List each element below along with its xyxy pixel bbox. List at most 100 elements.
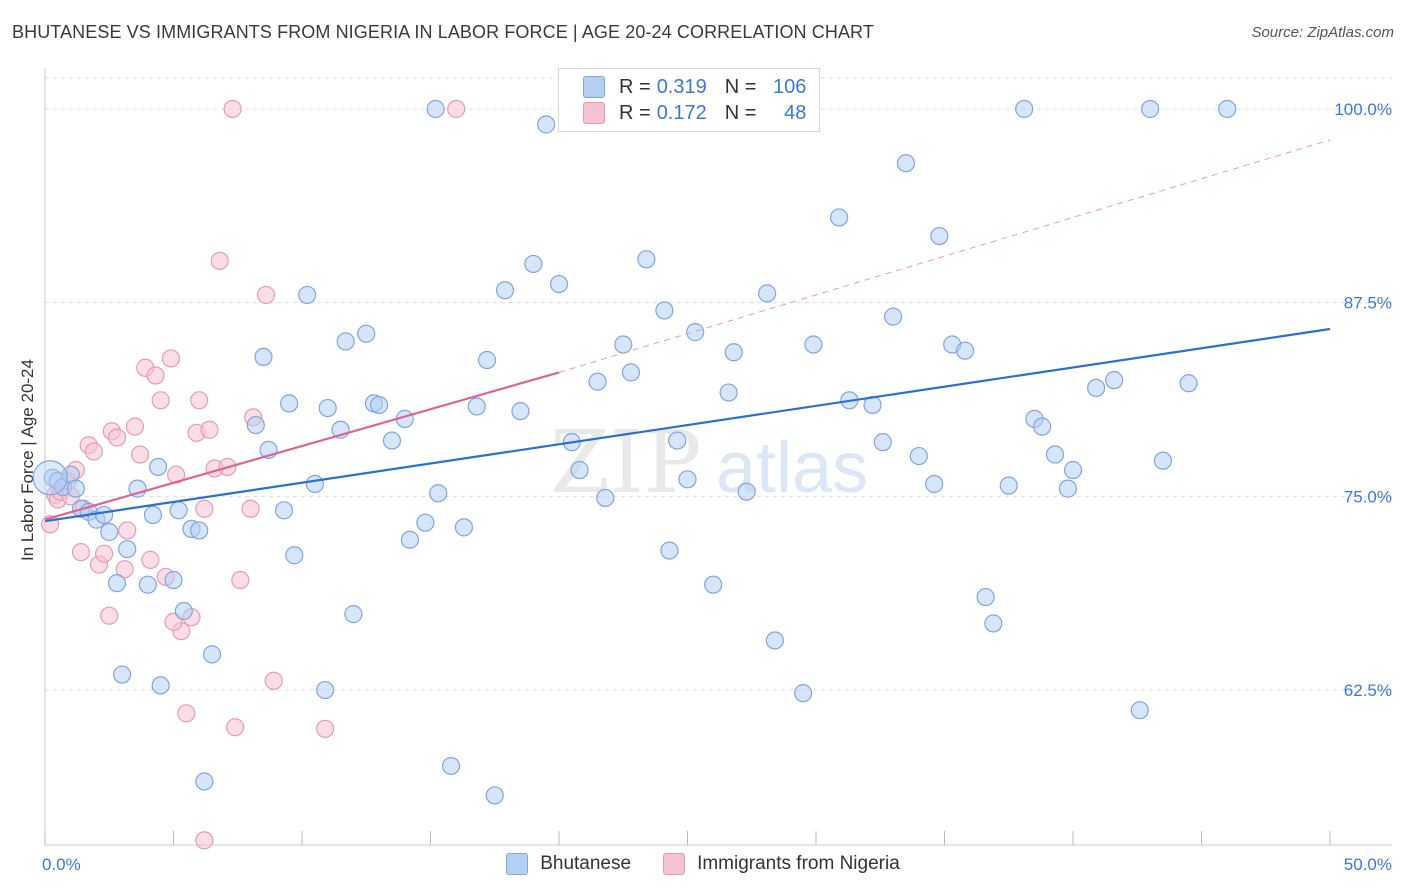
bhutanese-point [999, 476, 1018, 495]
nigeria-point [130, 445, 150, 464]
nigeria-point [71, 543, 91, 562]
bhutanese-point [316, 680, 335, 700]
bhutanese-point [100, 522, 119, 542]
correlation-legend: R = 0.319 N = 106 R = 0.172 N = 48 [558, 68, 820, 132]
nigeria-point [84, 442, 103, 461]
bhutanese-point [765, 631, 784, 650]
bhutanese-point [660, 541, 679, 560]
bhutanese-point [830, 208, 849, 227]
nigeria-point [115, 560, 134, 579]
bhutanese-point [719, 383, 738, 402]
bhutanese-point [925, 474, 944, 494]
bhutanese-point [318, 398, 337, 418]
tick-labels: 62.5% 75.0% 87.5% 100.0% 0.0% 50.0% [42, 100, 1392, 874]
bhutanese-point [429, 484, 448, 503]
bhutanese-point [174, 601, 193, 621]
bhutanese-point [737, 482, 756, 501]
bhutanese-point [118, 539, 137, 559]
series-legend: Bhutanese Immigrants from Nigeria [0, 853, 1406, 875]
bhutanese-point [454, 518, 474, 537]
bhutanese-point [298, 285, 317, 305]
legend-row-nigeria: R = 0.172 N = 48 [583, 102, 806, 124]
nigeria-point [264, 671, 283, 690]
bhutanese-point [596, 488, 615, 508]
legend-item-bhutanese[interactable]: Bhutanese [506, 853, 631, 875]
bhutanese-point [758, 284, 777, 303]
bhutanese-point [1153, 451, 1173, 470]
r-value: 0.319 [656, 75, 707, 98]
bhutanese-point [274, 501, 294, 520]
bhutanese-point [95, 505, 114, 525]
bhutanese-point [1063, 460, 1083, 480]
bhutanese-point [794, 684, 813, 703]
bhutanese-point [1130, 701, 1149, 720]
nigeria-points [41, 99, 466, 850]
bhutanese-point [588, 372, 607, 391]
nigeria-point [107, 428, 127, 447]
bhutanese-point [305, 474, 324, 494]
bhutanese-point [1015, 99, 1034, 119]
x-tick-label-max: 50.0% [1344, 855, 1392, 874]
nigeria-point [200, 420, 219, 439]
bhutanese-point [678, 470, 697, 489]
bhutanese-point [477, 350, 497, 370]
bhutanese-point [896, 154, 916, 173]
nigeria-point [223, 99, 242, 119]
nigeria-point [141, 550, 160, 569]
nigeria-point [118, 521, 137, 540]
bhutanese-point [883, 307, 903, 326]
nigeria-swatch [583, 102, 605, 124]
trendlines [44, 139, 1331, 523]
bhutanese-point [1179, 374, 1198, 393]
bhutanese-point [441, 756, 461, 776]
y-tick-label: 87.5% [1344, 294, 1392, 313]
nigeria-point [226, 718, 245, 737]
nigeria-point [151, 391, 170, 410]
legend-item-nigeria[interactable]: Immigrants from Nigeria [663, 853, 900, 875]
n-value: 48 [784, 101, 807, 124]
bhutanese-point [107, 574, 127, 593]
bhutanese-point [148, 457, 168, 477]
bhutanese-point [1033, 417, 1052, 436]
bhutanese-point [138, 575, 157, 594]
bhutanese-point [930, 226, 949, 246]
bhutanese-point [1218, 99, 1237, 119]
bhutanese-point [1105, 371, 1124, 390]
bhutanese-point [151, 676, 170, 695]
bhutanese-point [637, 250, 656, 269]
bhutanese-point [1087, 378, 1106, 397]
bhutanese-point [495, 281, 515, 300]
bhutanese-point [621, 363, 641, 382]
y-tick-label: 62.5% [1344, 681, 1392, 700]
x-tick-label-min: 0.0% [42, 855, 81, 874]
watermark-zip: ZIP [550, 413, 702, 513]
nigeria-point [146, 366, 165, 385]
legend-label-bhutanese: Bhutanese [540, 853, 632, 874]
nigeria-point [95, 544, 114, 563]
r-label: R = [619, 101, 651, 124]
bhutanese-point [246, 415, 265, 435]
bhutanese-point [976, 587, 995, 607]
nigeria-point [161, 349, 181, 368]
bhutanese-point [370, 395, 389, 415]
bhutanese-point [614, 335, 633, 354]
bhutanese-point [704, 575, 723, 594]
bhutanese-point [400, 530, 420, 549]
bhutanese-point [143, 505, 163, 525]
source-label: Source: ZipAtlas.com [1251, 24, 1394, 41]
watermark: ZIP atlas [550, 413, 868, 513]
bhutanese-point [285, 546, 304, 565]
bhutanese-point [336, 332, 355, 351]
bhutanese-point [570, 460, 589, 480]
bhutanese-point [1140, 99, 1160, 119]
bhutanese-point [984, 614, 1003, 633]
bhutanese-point [357, 324, 376, 343]
nigeria-point [190, 391, 209, 410]
bhutanese-point [1058, 479, 1077, 498]
bhutanese-point [202, 645, 222, 664]
bhutanese-point [467, 397, 486, 416]
bhutanese-point [668, 431, 687, 450]
n-label: N = [724, 101, 757, 124]
bhutanese-swatch [583, 76, 605, 98]
